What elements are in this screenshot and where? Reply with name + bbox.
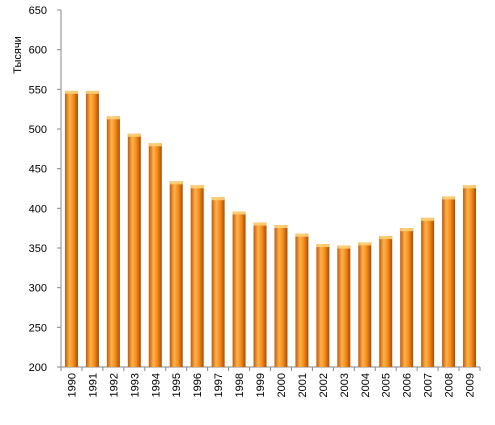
bar [148, 143, 162, 367]
bar [64, 90, 78, 368]
x-tick-label: 1997 [213, 373, 225, 397]
bar-cap [253, 222, 267, 226]
bar-cap [316, 244, 330, 248]
x-tick-label: 1992 [108, 373, 120, 397]
bar [421, 217, 435, 367]
bar-cap [148, 143, 162, 147]
bar [211, 197, 225, 367]
y-tick-label: 650 [29, 5, 47, 17]
bar-cap [232, 211, 246, 215]
bars [64, 90, 477, 368]
x-tick-label: 2003 [339, 373, 351, 397]
bar-cap [85, 90, 99, 94]
y-tick-label: 300 [29, 283, 47, 295]
bar-cap [400, 228, 414, 232]
bar-cap [127, 133, 141, 137]
x-tick-label: 1994 [150, 373, 162, 397]
x-tick-label: 2000 [276, 373, 288, 397]
bar [442, 196, 456, 367]
bar [253, 222, 267, 367]
x-tick-label: 2001 [297, 373, 309, 397]
y-axis-label: Тысячи [12, 36, 24, 73]
bar-cap [379, 236, 393, 240]
axes [57, 9, 481, 371]
x-tick-label: 2002 [318, 373, 330, 397]
bar-cap [337, 245, 351, 249]
bar-cap [64, 90, 78, 94]
bar [106, 116, 120, 367]
bar [463, 185, 477, 367]
x-tick-label: 2005 [381, 373, 393, 397]
x-tick-label: 1995 [171, 373, 183, 397]
x-tick-label: 2004 [360, 373, 372, 397]
bar-cap [274, 224, 288, 228]
bar [379, 236, 393, 367]
bar-cap [463, 185, 477, 189]
x-tick-label: 1990 [66, 373, 78, 397]
x-tick-label: 1998 [234, 373, 246, 397]
bar-cap [358, 242, 372, 246]
bar [190, 185, 204, 367]
bar-cap [442, 196, 456, 200]
y-tick-label: 200 [29, 362, 47, 374]
bar [274, 224, 288, 367]
bar-cap [211, 197, 225, 201]
bar [169, 181, 183, 367]
y-tick-label: 550 [29, 84, 47, 96]
y-tick-label: 250 [29, 322, 47, 334]
bar [358, 242, 372, 367]
bar-cap [421, 217, 435, 221]
bar-cap [106, 116, 120, 120]
y-tick-labels: 200 250 300 350 400 450 500 550 600 650 [29, 5, 47, 374]
x-tick-label: 2008 [444, 373, 456, 397]
bar-cap [295, 233, 309, 237]
x-tick-label: 1996 [192, 373, 204, 397]
bar-cap [169, 181, 183, 185]
bar [127, 133, 141, 367]
bar [316, 244, 330, 367]
y-tick-label: 450 [29, 164, 47, 176]
x-tick-label: 2009 [465, 373, 477, 397]
x-tick-label: 1991 [87, 373, 99, 397]
x-tick-label: 2006 [402, 373, 414, 397]
bar [400, 228, 414, 367]
x-tick-label: 2007 [423, 373, 435, 397]
y-tick-label: 400 [29, 203, 47, 215]
y-tick-label: 600 [29, 45, 47, 57]
bar [85, 90, 99, 368]
y-tick-label: 500 [29, 124, 47, 136]
x-tick-label: 1999 [255, 373, 267, 397]
bar [295, 233, 309, 367]
x-tick-label: 1993 [129, 373, 141, 397]
y-tick-label: 350 [29, 243, 47, 255]
bar [232, 211, 246, 367]
x-tick-labels: 1990 1991 1992 1993 1994 1995 1996 1997 1998 1999… [66, 373, 476, 397]
bar-cap [190, 185, 204, 189]
bar [337, 245, 351, 367]
